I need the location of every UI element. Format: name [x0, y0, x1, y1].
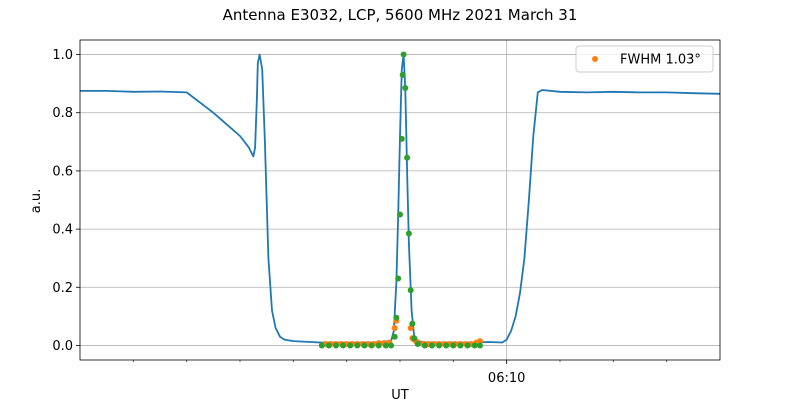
green-data-point — [388, 342, 395, 349]
green-data-point — [347, 342, 354, 349]
green-data-point — [407, 287, 414, 294]
green-data-point — [405, 230, 412, 237]
green-data-point — [450, 342, 457, 349]
y-tick-label: 1.0 — [52, 48, 73, 63]
green-data-point — [411, 335, 418, 342]
green-data-point — [375, 342, 382, 349]
green-data-point — [471, 342, 478, 349]
green-data-point — [391, 333, 398, 340]
green-data-point — [477, 342, 483, 349]
plot-area: 0.0 0.2 0.4 0.6 0.8 1.0 06:10 — [52, 39, 721, 386]
green-data-point — [421, 342, 428, 349]
green-data-point — [354, 342, 361, 349]
green-data-point — [400, 51, 407, 58]
series-line — [80, 53, 721, 344]
x-tick-label: 06:10 — [488, 371, 525, 386]
x-axis-label: UT — [391, 388, 409, 400]
legend-label: FWHM 1.03° — [620, 53, 701, 68]
green-data-point — [399, 71, 406, 78]
y-tick-label: 0.8 — [52, 106, 73, 121]
green-data-point — [404, 154, 411, 161]
green-data-point — [409, 320, 416, 327]
y-tick-label: 0.4 — [52, 223, 73, 238]
green-data-point — [382, 342, 389, 349]
green-data-point — [395, 275, 402, 282]
green-data-point — [318, 342, 325, 349]
legend-marker — [592, 56, 598, 62]
green-data-point — [368, 342, 375, 349]
y-tick-label: 0.6 — [52, 164, 73, 179]
green-data-point — [361, 342, 368, 349]
orange-data-point — [477, 338, 483, 345]
axes-frame — [79, 39, 721, 361]
green-data-point — [443, 342, 450, 349]
green-data-point — [464, 342, 471, 349]
green-data-point — [333, 342, 339, 349]
green-data-point — [429, 342, 435, 349]
y-tick-label: 0.0 — [52, 339, 73, 354]
green-data-point — [398, 135, 405, 142]
green-data-point — [402, 85, 409, 91]
legend-box — [575, 45, 714, 73]
green-data-point — [436, 342, 443, 349]
legend: FWHM 1.03° — [575, 45, 714, 73]
y-axis-label: a.u. — [29, 189, 44, 213]
green-data-point — [414, 341, 421, 347]
green-data-point — [397, 211, 403, 218]
green-data-point — [457, 342, 464, 349]
orange-data-point — [391, 325, 398, 331]
y-tick-label: 0.2 — [52, 281, 73, 296]
green-data-point — [325, 342, 332, 349]
chart-title: Antenna E3032, LCP, 5600 MHz 2021 March … — [223, 6, 578, 24]
green-data-point — [393, 314, 400, 321]
green-data-point — [340, 342, 347, 349]
